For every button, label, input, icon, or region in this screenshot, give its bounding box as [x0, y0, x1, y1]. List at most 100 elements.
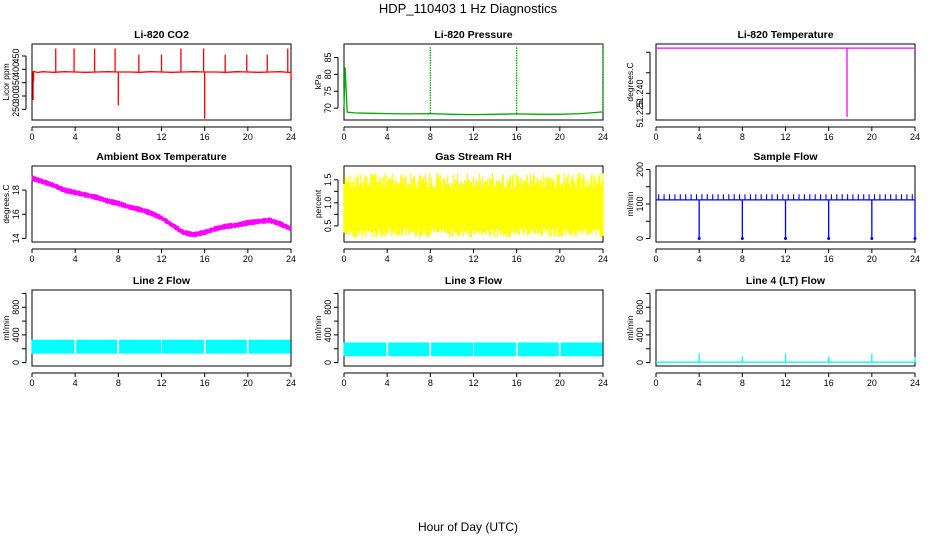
- x-tick-label: 16: [512, 132, 522, 142]
- y-axis-label: ml/min: [625, 191, 635, 216]
- panel-title: Li-820 CO2: [134, 29, 189, 41]
- panel-title: Line 4 (LT) Flow: [746, 275, 826, 287]
- y-tick-label: 800: [323, 300, 333, 315]
- x-tick-label: 0: [653, 254, 658, 264]
- x-tick-label: 8: [740, 254, 745, 264]
- panel-title: Sample Flow: [753, 151, 818, 163]
- dropout-point: [913, 237, 917, 241]
- x-tick-label: 20: [243, 132, 253, 142]
- x-tick-label: 4: [73, 378, 78, 388]
- panel-7: Line 2 Flow ml/min 0 4 8 12 16 20 24 0 400 800: [1, 275, 296, 388]
- plot-frame: [31, 289, 292, 367]
- series: [343, 44, 604, 116]
- x-tick-label: 24: [598, 254, 608, 264]
- series-line: [343, 67, 604, 116]
- panel-9: Line 4 (LT) Flow ml/min 0 4 8 12 16 20 24 0 400 800: [625, 275, 920, 388]
- y-tick-label: 400: [11, 327, 21, 342]
- series-band: [343, 172, 604, 238]
- series: [656, 353, 916, 363]
- panel-8: Line 3 Flow ml/min 0 4 8 12 16 20 24 0 400 800: [313, 275, 608, 388]
- y-tick-label: 70: [323, 103, 333, 113]
- plot-frame: [655, 43, 916, 121]
- x-tick-label: 16: [200, 132, 210, 142]
- series: [31, 48, 292, 119]
- x-tick-label: 8: [116, 254, 121, 264]
- y-tick-label: 200: [635, 162, 645, 177]
- series: [343, 342, 603, 357]
- y-tick-label: 1.5: [323, 174, 333, 187]
- x-tick-label: 16: [512, 254, 522, 264]
- figure-title: HDP_110403 1 Hz Diagnostics: [379, 1, 558, 16]
- y-tick-label: 0: [635, 236, 645, 241]
- y-tick-label: 1.0: [323, 197, 333, 210]
- panel-3: Li-820 Temperature degrees.C 0 4 8 12 16 20 24 51…: [625, 29, 920, 142]
- x-tick-label: 24: [598, 132, 608, 142]
- x-tick-label: 4: [73, 132, 78, 142]
- x-tick-label: 24: [286, 254, 296, 264]
- plot-frame: [343, 43, 604, 121]
- y-tick-label: 350: [11, 75, 21, 90]
- y-tick-label: 0: [323, 360, 333, 365]
- panel-4: Ambient Box Temperature degrees.C 0 4 8 12 16 2…: [1, 151, 296, 264]
- y-axis-label: ml/min: [625, 315, 635, 340]
- series: [656, 47, 915, 117]
- x-tick-label: 4: [697, 378, 702, 388]
- y-axis-label: kPa: [313, 74, 323, 89]
- plot-frame: [31, 43, 292, 121]
- figure-xlabel: Hour of Day (UTC): [418, 520, 518, 534]
- x-tick-label: 16: [824, 378, 834, 388]
- y-tick-label: 250: [11, 102, 21, 117]
- series-band: [343, 342, 603, 357]
- x-tick-label: 8: [428, 132, 433, 142]
- x-tick-label: 16: [200, 378, 210, 388]
- y-tick-label: 85: [323, 53, 333, 63]
- x-tick-label: 20: [555, 254, 565, 264]
- x-tick-label: 8: [740, 132, 745, 142]
- series: [656, 194, 917, 241]
- x-tick-label: 20: [243, 254, 253, 264]
- x-tick-label: 12: [780, 254, 790, 264]
- x-tick-label: 0: [29, 378, 34, 388]
- dropout-point: [827, 237, 831, 241]
- x-tick-label: 24: [286, 132, 296, 142]
- x-tick-label: 8: [428, 254, 433, 264]
- x-tick-label: 4: [697, 132, 702, 142]
- x-tick-label: 20: [867, 254, 877, 264]
- y-tick-label: 16: [11, 209, 21, 219]
- noise-band: [31, 175, 292, 238]
- y-tick-label: 800: [11, 300, 21, 315]
- x-tick-label: 12: [468, 254, 478, 264]
- series-ticks: [658, 194, 913, 200]
- y-tick-label: 0.5: [323, 220, 333, 233]
- x-tick-label: 12: [468, 132, 478, 142]
- y-axis-label: ml/min: [1, 315, 11, 340]
- plot-frame: [343, 289, 604, 367]
- panel-title: Gas Stream RH: [435, 151, 511, 163]
- x-tick-label: 12: [780, 132, 790, 142]
- dropout-point: [784, 237, 787, 241]
- x-tick-label: 0: [29, 132, 34, 142]
- x-tick-label: 12: [156, 378, 166, 388]
- x-tick-label: 4: [73, 254, 78, 264]
- y-axis-label: percent: [313, 189, 323, 218]
- dropout-point: [740, 237, 744, 241]
- x-tick-label: 12: [156, 254, 166, 264]
- dropout-point: [870, 237, 874, 241]
- x-tick-label: 20: [555, 378, 565, 388]
- x-tick-label: 12: [780, 378, 790, 388]
- y-tick-label: 18: [11, 185, 21, 195]
- x-tick-label: 0: [341, 132, 346, 142]
- x-tick-label: 16: [512, 378, 522, 388]
- x-tick-label: 12: [156, 132, 166, 142]
- plot-frame: [31, 165, 292, 243]
- dropout-point: [697, 237, 701, 241]
- x-tick-label: 16: [824, 132, 834, 142]
- series-line: [31, 70, 292, 74]
- panel-title: Line 3 Flow: [445, 275, 503, 287]
- y-tick-label: 800: [635, 300, 645, 315]
- x-tick-label: 8: [116, 378, 121, 388]
- panel-title: Li-820 Pressure: [434, 29, 512, 41]
- x-tick-label: 20: [867, 378, 877, 388]
